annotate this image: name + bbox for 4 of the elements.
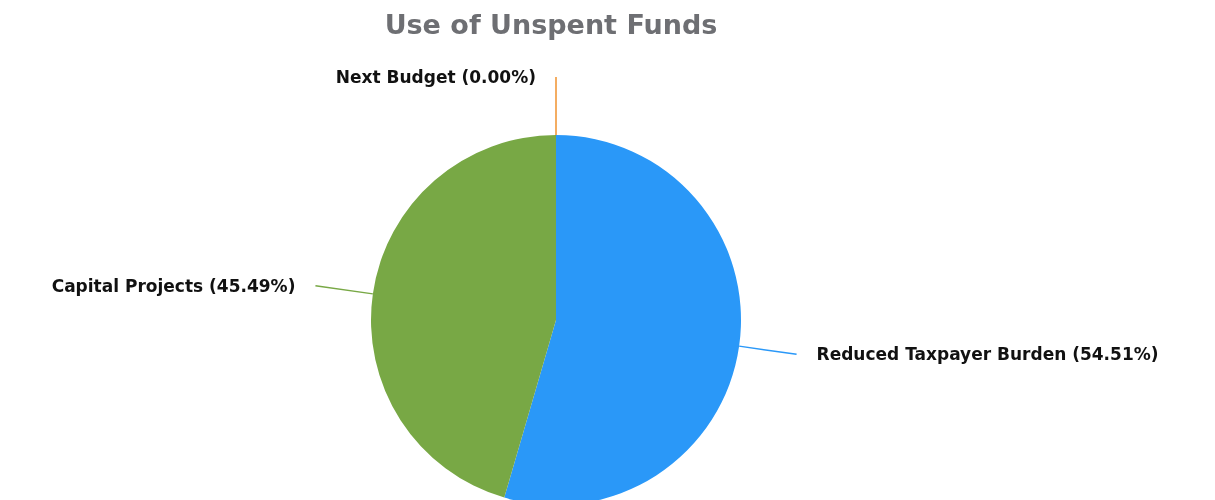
slice-label: Reduced Taxpayer Burden (54.51%) (816, 344, 1159, 365)
slice-label: Capital Projects (45.49%) (51, 275, 296, 296)
chart-title: Use of Unspent Funds (384, 8, 718, 40)
category-label: Next Budget (0.00%) (335, 67, 536, 87)
